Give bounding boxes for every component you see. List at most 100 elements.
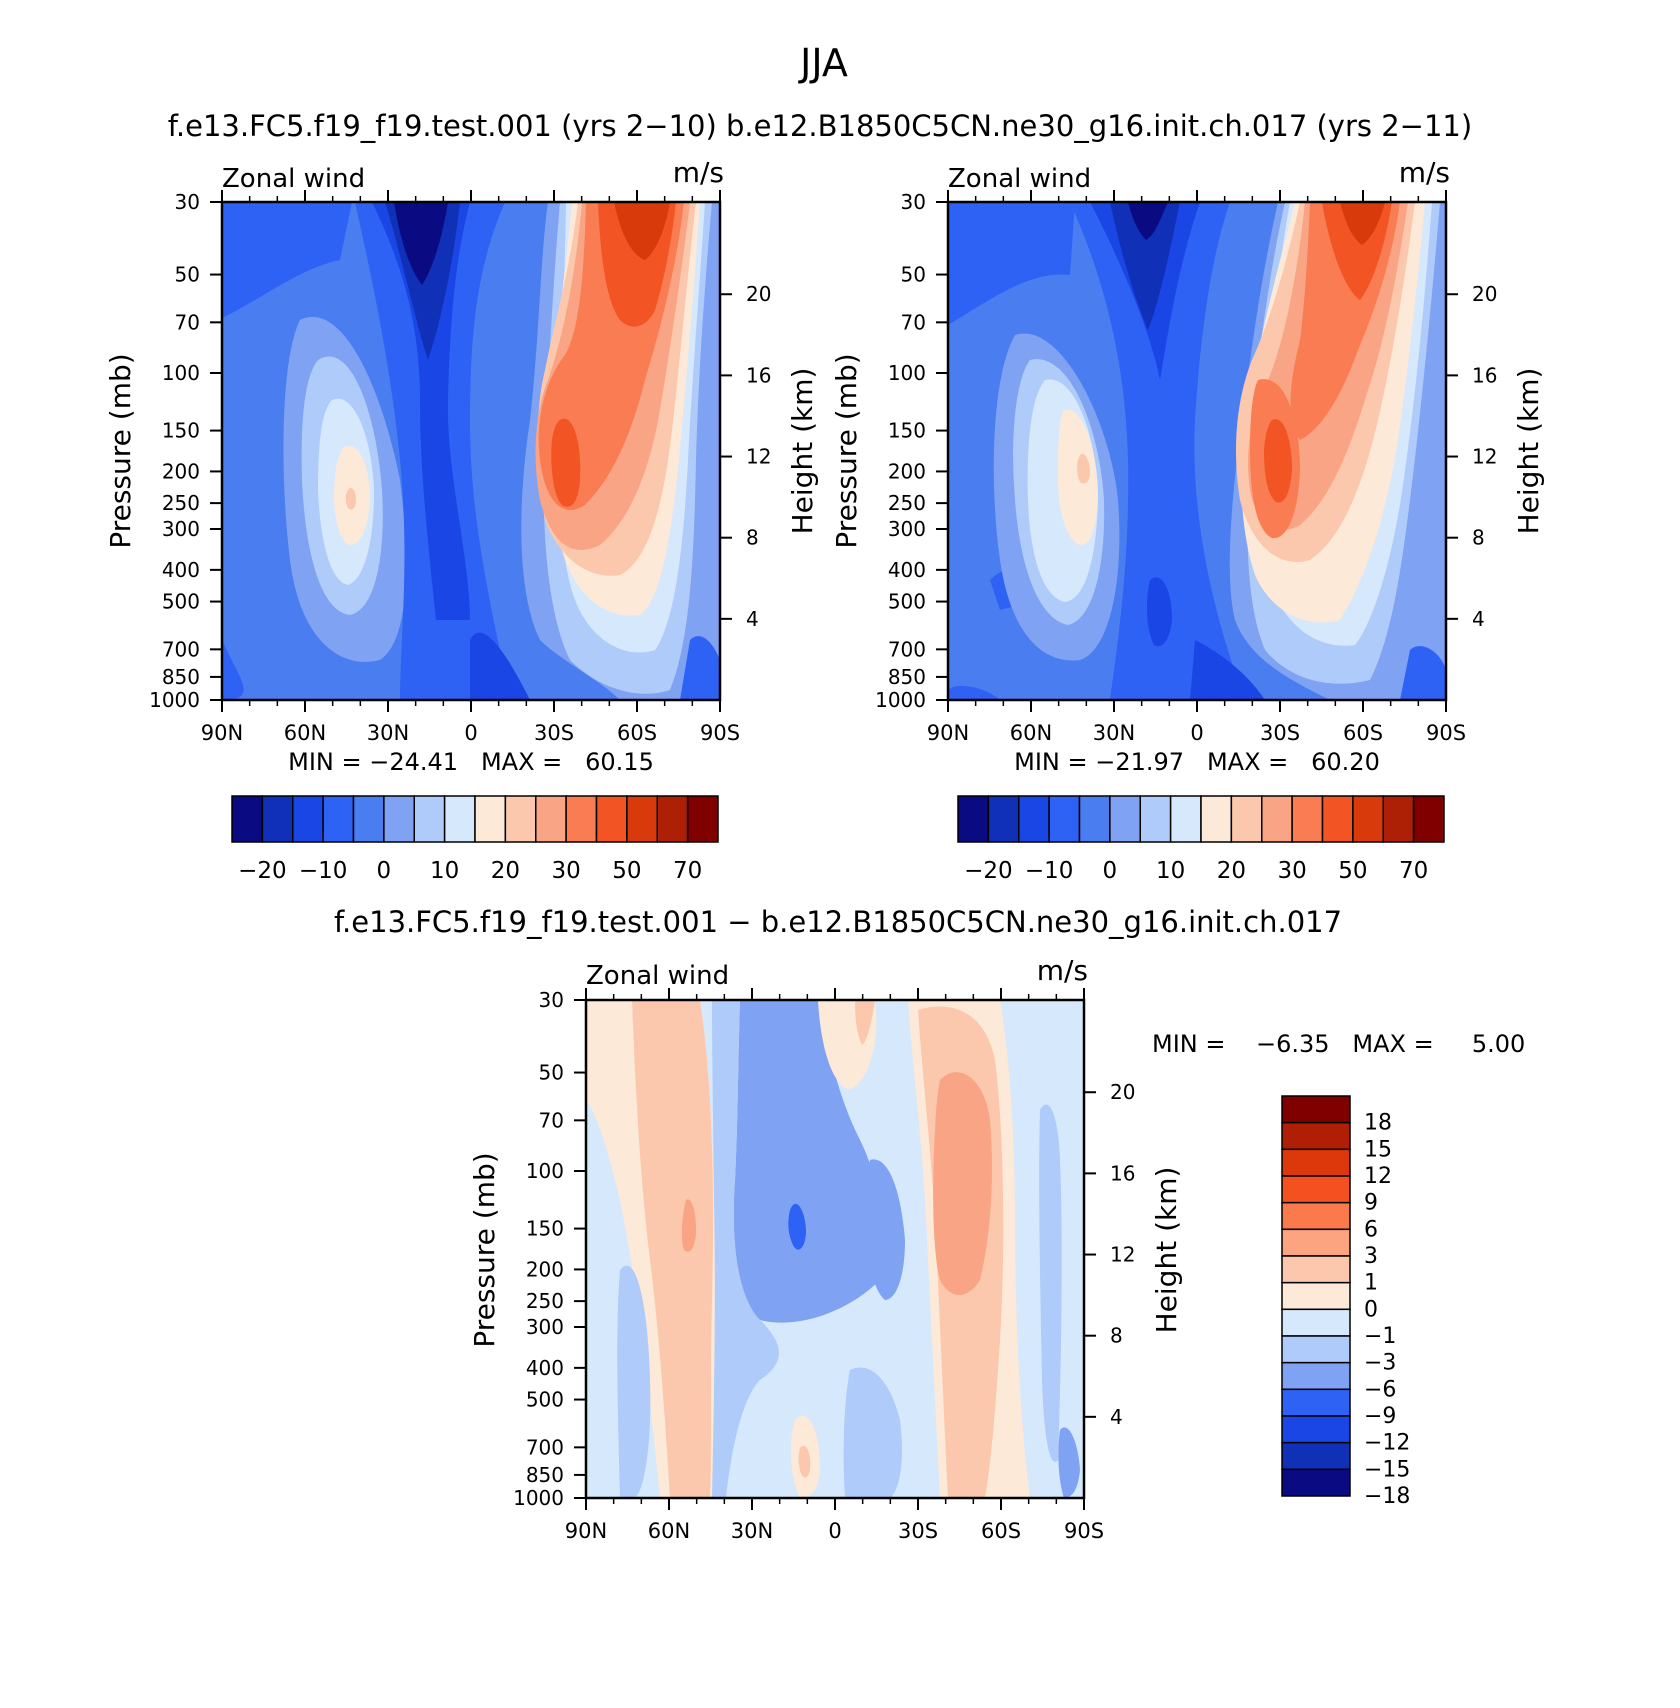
y-tick-label: 200 bbox=[888, 459, 926, 483]
left-label: Zonal wind bbox=[586, 961, 729, 991]
colorbar-label: −20 bbox=[238, 858, 287, 884]
contour-fill bbox=[222, 202, 352, 318]
contour-fill bbox=[1190, 640, 1265, 700]
colorbar-box bbox=[1281, 1441, 1351, 1471]
contour-fill bbox=[1058, 409, 1098, 545]
y-tick-label: 400 bbox=[526, 1356, 564, 1380]
colorbar-box bbox=[1018, 795, 1050, 843]
contour-fill bbox=[394, 202, 448, 285]
colorbar-label: −18 bbox=[1364, 1484, 1410, 1509]
colorbar-box bbox=[322, 795, 355, 843]
x-tick-label: 90S bbox=[1426, 721, 1466, 745]
x-tick-label: 90S bbox=[1064, 1519, 1104, 1543]
contour-fill bbox=[798, 1445, 811, 1478]
y-tick-label: 70 bbox=[901, 310, 926, 334]
contour-fill bbox=[712, 1000, 779, 1498]
contour-fill bbox=[1077, 453, 1090, 484]
colorbar-box bbox=[957, 795, 990, 843]
contour-fill bbox=[614, 202, 670, 260]
y-tick-label: 250 bbox=[526, 1289, 564, 1313]
x-tick-label: 30N bbox=[731, 1519, 773, 1543]
top-row-title: f.e13.FC5.f19_f19.test.001 (yrs 2−10) b.… bbox=[168, 109, 1472, 143]
contour-fill bbox=[1400, 646, 1446, 700]
y2-tick-label: 16 bbox=[746, 363, 771, 387]
contour-fill bbox=[1058, 1427, 1080, 1498]
x-tick-label: 0 bbox=[464, 721, 477, 745]
y-tick-label: 300 bbox=[526, 1315, 564, 1339]
colorbar-label: 10 bbox=[1156, 858, 1185, 884]
contour-fill bbox=[681, 1199, 697, 1252]
y2-tick-label: 4 bbox=[1110, 1405, 1123, 1429]
contour-fill bbox=[733, 1000, 884, 1323]
colorbar-box bbox=[231, 795, 264, 843]
colorbar-label: 9 bbox=[1364, 1191, 1378, 1216]
y-tick-label: 150 bbox=[162, 419, 200, 443]
y-tick-label: 700 bbox=[526, 1435, 564, 1459]
colorbar-label: −3 bbox=[1364, 1351, 1396, 1376]
colorbar-box bbox=[1281, 1095, 1351, 1124]
contour-field-diff bbox=[586, 1000, 1084, 1498]
left-label: Zonal wind bbox=[222, 164, 365, 194]
colorbar-box bbox=[1109, 795, 1141, 843]
colorbar-box bbox=[1200, 795, 1233, 843]
x-tick-label: 60N bbox=[1010, 721, 1052, 745]
contour-fill bbox=[948, 685, 1000, 700]
y-axis-label: Pressure (mb) bbox=[468, 1152, 501, 1347]
colorbar-box bbox=[1281, 1415, 1351, 1444]
y-tick-label: 400 bbox=[162, 558, 200, 582]
y-tick-label: 700 bbox=[888, 637, 926, 661]
colorbar-box bbox=[1281, 1281, 1351, 1311]
y-tick-label: 1000 bbox=[875, 688, 926, 712]
units-label: m/s bbox=[673, 156, 724, 189]
colorbar-label: 12 bbox=[1364, 1164, 1392, 1189]
contour-fill bbox=[843, 1367, 902, 1498]
y2-tick-label: 12 bbox=[746, 445, 771, 469]
colorbar-box bbox=[1382, 795, 1415, 843]
colorbar-box bbox=[1352, 795, 1384, 843]
y-tick-label: 30 bbox=[539, 988, 564, 1012]
colorbar-box bbox=[1281, 1121, 1351, 1151]
colorbar-label: 3 bbox=[1364, 1244, 1378, 1269]
colorbar-box bbox=[261, 795, 294, 843]
colorbar-label: 50 bbox=[612, 858, 641, 884]
colorbar-label: 0 bbox=[1103, 858, 1118, 884]
y2-tick-label: 16 bbox=[1472, 363, 1497, 387]
panel-difference: 90N 60N 30N 0 30S 60S 90S305070100150200250300… bbox=[468, 954, 1525, 1543]
contour-fill bbox=[372, 202, 470, 620]
y-tick-label: 850 bbox=[526, 1463, 564, 1487]
y-tick-label: 400 bbox=[888, 558, 926, 582]
colorbar-box bbox=[1321, 795, 1354, 843]
x-tick-label: 60S bbox=[981, 1519, 1021, 1543]
y-tick-label: 500 bbox=[526, 1388, 564, 1412]
y-tick-label: 300 bbox=[888, 517, 926, 541]
y2-axis-label: Height (km) bbox=[1512, 368, 1545, 535]
y-tick-label: 50 bbox=[901, 263, 926, 287]
colorbar-box bbox=[1078, 795, 1111, 843]
colorbar-label: 1 bbox=[1364, 1271, 1378, 1296]
colorbar-box bbox=[1281, 1335, 1351, 1364]
colorbar-label: 70 bbox=[673, 858, 702, 884]
colorbar-label: −12 bbox=[1364, 1431, 1410, 1456]
x-tick-label: 30S bbox=[1260, 721, 1300, 745]
x-tick-label: 90N bbox=[927, 721, 969, 745]
contour-fill bbox=[788, 1203, 806, 1250]
contour-fill bbox=[1110, 202, 1180, 330]
y-tick-label: 850 bbox=[888, 665, 926, 689]
colorbar-box bbox=[535, 795, 567, 843]
y-tick-label: 50 bbox=[175, 263, 200, 287]
x-tick-label: 90S bbox=[700, 721, 740, 745]
x-tick-label: 90N bbox=[201, 721, 243, 745]
colorbar-label: −1 bbox=[1364, 1324, 1396, 1349]
colorbar-box bbox=[1230, 795, 1263, 843]
y-tick-label: 250 bbox=[888, 491, 926, 515]
panel-case2: 90N 60N 30N 0 30S 60S 90S305070100150200250300… bbox=[830, 156, 1545, 884]
y-tick-label: 500 bbox=[162, 590, 200, 614]
x-tick-label: 30S bbox=[534, 721, 574, 745]
y-axis-label: Pressure (mb) bbox=[830, 353, 863, 548]
contour-fill bbox=[1264, 419, 1292, 503]
colorbar-box bbox=[1281, 1308, 1351, 1337]
colorbar-label: 10 bbox=[430, 858, 459, 884]
min-max-label: MIN = −6.35 MAX = 5.00 bbox=[1152, 1030, 1525, 1058]
